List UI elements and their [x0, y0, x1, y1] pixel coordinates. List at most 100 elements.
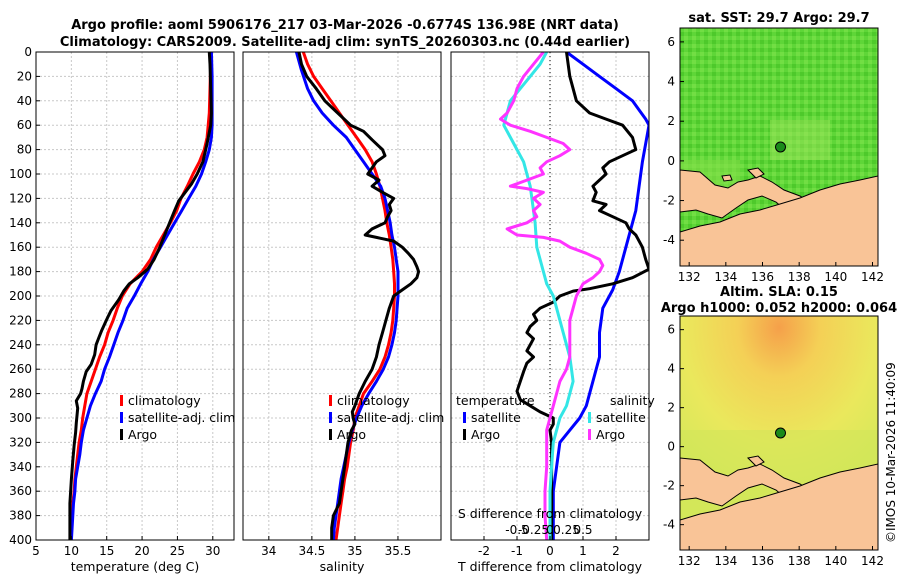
legend-label-argo: Argo: [337, 427, 366, 442]
legend-swatch-t-satellite: [463, 412, 466, 423]
map-x-tick-label: 136: [751, 554, 774, 568]
salinity-legend: climatology satellite-adj. clim Argo: [329, 393, 444, 442]
salinity-panel: 34 34.5 35 35.5: [242, 51, 442, 558]
map-x-tick-label: 142: [861, 554, 884, 568]
imos-watermark: ©IMOS 10-Mar-2026 11:40:09: [884, 362, 898, 543]
map-y-tick-label: 6: [667, 323, 675, 337]
sst-map-title: sat. SST: 29.7 Argo: 29.7: [688, 11, 869, 26]
difference-legend: temperature satellite Argo salinity sate…: [456, 393, 655, 442]
difference-top-xlabel: S difference from climatology: [458, 506, 643, 521]
sla-map: Altim. SLA: 0.15 Argo h1000: 0.052 h2000…: [661, 285, 897, 568]
s-tick-label: 0.25: [553, 523, 580, 537]
y-tick-label: 280: [9, 387, 32, 401]
y-tick-label: 80: [17, 143, 32, 157]
legend-swatch-satellite: [329, 412, 332, 423]
map-y-tick-label: -4: [663, 518, 675, 532]
series-line-argo: [68, 52, 213, 540]
map-x-tick-label: 134: [714, 270, 737, 284]
series-line-argo: [297, 52, 421, 540]
island: [721, 174, 733, 182]
x-tick-label: 1: [579, 544, 587, 558]
x-tick-label: 5: [32, 544, 40, 558]
figure-title-line2: Climatology: CARS2009. Satellite-adj cli…: [60, 35, 630, 50]
sla-map-subtitle: Argo h1000: 0.052 h2000: 0.064: [661, 301, 897, 316]
island: [746, 167, 765, 179]
axes-frame: [242, 51, 442, 541]
sst-map: sat. SST: 29.7 Argo: 29.7 132 134 136 138 14…: [663, 11, 884, 284]
map-x-tick-label: 138: [788, 554, 811, 568]
temperature-panel: 5 10 15 20 25 3002040608010012014016018020022…: [9, 45, 235, 558]
x-tick-label: 35: [347, 544, 362, 558]
legend-title-temperature: temperature: [456, 393, 535, 408]
map-y-tick-label: -2: [663, 479, 675, 493]
sla-map-frame: [679, 315, 879, 551]
y-tick-label: 180: [9, 265, 32, 279]
y-tick-label: 200: [9, 289, 32, 303]
y-tick-label: 360: [9, 484, 32, 498]
map-y-tick-label: -4: [663, 233, 675, 247]
x-tick-label: 10: [64, 544, 79, 558]
map-y-tick-label: 0: [667, 154, 675, 168]
y-tick-label: 20: [17, 69, 32, 83]
x-tick-label: -1: [511, 544, 523, 558]
map-x-tick-label: 132: [678, 270, 701, 284]
legend-label-climatology: climatology: [128, 393, 201, 408]
series-group: [68, 52, 214, 540]
map-x-tick-label: 138: [788, 270, 811, 284]
x-tick-label: 25: [170, 544, 185, 558]
legend-label-t-satellite: satellite: [471, 410, 521, 425]
x-tick-label: 35.5: [385, 544, 412, 558]
map-y-tick-label: 2: [667, 401, 675, 415]
island: [746, 455, 765, 467]
difference-panel: -2 -1 0 1 2-0.5-0.250 0.250.5: [450, 51, 650, 558]
figure-title-line1: Argo profile: aoml 5906176_217 03-Mar-20…: [71, 18, 619, 33]
legend-swatch-s-satellite: [588, 412, 591, 423]
legend-label-climatology: climatology: [337, 393, 410, 408]
series-group: [294, 52, 421, 540]
map-y-tick-label: 2: [667, 114, 675, 128]
legend-swatch-argo: [120, 429, 123, 440]
y-tick-label: 320: [9, 435, 32, 449]
legend-label-s-satellite: satellite: [596, 410, 646, 425]
y-tick-label: 0: [24, 45, 32, 59]
legend-swatch-satellite: [120, 412, 123, 423]
y-tick-label: 300: [9, 411, 32, 425]
y-tick-label: 340: [9, 460, 32, 474]
map-y-tick-label: 6: [667, 35, 675, 49]
legend-title-salinity: salinity: [610, 393, 655, 408]
y-tick-label: 60: [17, 118, 32, 132]
argo-location-marker: [775, 427, 786, 439]
legend-label-t-argo: Argo: [471, 427, 500, 442]
s-tick-label: -0.25: [518, 523, 549, 537]
legend-swatch-argo: [329, 429, 332, 440]
map-x-tick-label: 132: [678, 554, 701, 568]
map-y-tick-label: -2: [663, 194, 675, 208]
y-tick-label: 220: [9, 313, 32, 327]
series-group: [499, 52, 649, 540]
map-x-tick-label: 140: [824, 270, 847, 284]
x-tick-label: 34: [261, 544, 276, 558]
map-x-tick-label: 142: [861, 270, 884, 284]
y-tick-label: 120: [9, 191, 32, 205]
land-new-guinea: [680, 175, 878, 266]
x-tick-label: 0: [546, 544, 554, 558]
x-tick-label: 30: [205, 544, 220, 558]
land-new-guinea: [680, 463, 878, 550]
argo-location-marker: [775, 141, 786, 153]
temperature-legend: climatology satellite-adj. clim Argo: [120, 393, 235, 442]
y-tick-label: 160: [9, 240, 32, 254]
series-line-s-argo: [499, 52, 605, 540]
x-tick-label: -2: [478, 544, 490, 558]
series-line-satellite-adj-clim: [69, 52, 214, 540]
map-x-tick-label: 136: [751, 270, 774, 284]
x-tick-label: 34.5: [299, 544, 326, 558]
sla-map-title: Altim. SLA: 0.15: [720, 285, 838, 300]
y-tick-label: 140: [9, 216, 32, 230]
y-tick-label: 400: [9, 533, 32, 547]
legend-label-satellite: satellite-adj. clim: [128, 410, 235, 425]
legend-swatch-t-argo: [463, 429, 466, 440]
x-tick-label: 2: [612, 544, 620, 558]
legend-swatch-climatology: [120, 395, 123, 406]
y-tick-label: 100: [9, 167, 32, 181]
y-tick-label: 240: [9, 338, 32, 352]
